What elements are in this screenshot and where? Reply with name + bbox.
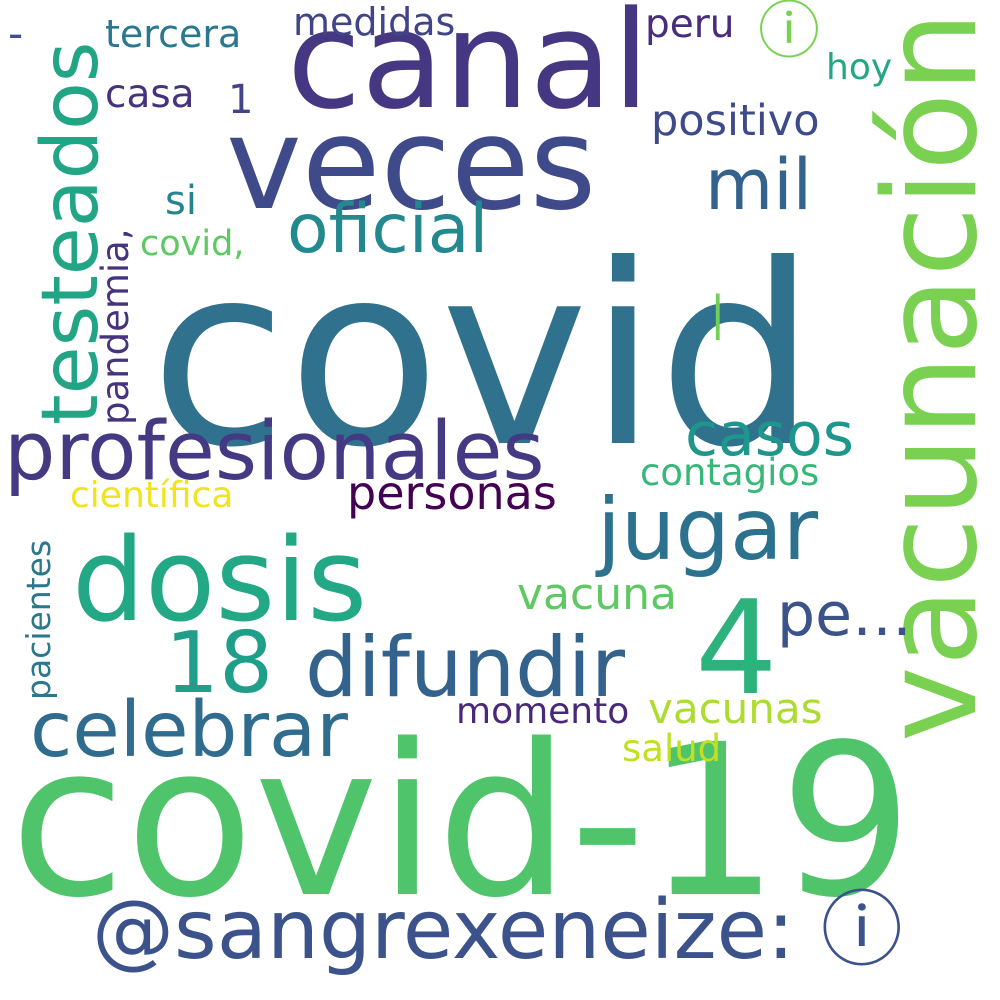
word-mil: mil bbox=[705, 144, 813, 226]
word-pacientes: pacientes bbox=[19, 539, 58, 700]
word-dash: - bbox=[8, 9, 24, 58]
word-18: 18 bbox=[165, 614, 274, 713]
word-peru: peru bbox=[645, 2, 735, 47]
word-dosis: dosis bbox=[72, 514, 368, 648]
word-contagios: contagios bbox=[640, 451, 820, 494]
word-difundir: difundir bbox=[305, 619, 626, 716]
word-cientifica: científica bbox=[70, 475, 234, 516]
word-vacunas: vacunas bbox=[648, 684, 823, 733]
word-profesionales: profesionales bbox=[4, 405, 545, 499]
word-tercera: tercera bbox=[105, 12, 242, 56]
word-sangrexeneize: @sangrexeneize: ⓘ bbox=[92, 883, 903, 978]
word-pe-ellipsis: pe… bbox=[777, 580, 912, 650]
word-covid-comma: covid, bbox=[140, 224, 245, 264]
word-positivo: positivo bbox=[651, 96, 820, 146]
word-pandemia: pandemia, bbox=[94, 228, 137, 425]
word-vacuna: vacuna bbox=[517, 569, 677, 620]
word-casos: casos bbox=[685, 400, 854, 470]
word-hoy: hoy bbox=[826, 47, 893, 88]
word-1: 1 bbox=[228, 77, 254, 123]
word-4: 4 bbox=[695, 572, 778, 724]
word-jugar: jugar bbox=[597, 480, 819, 580]
word-personas: personas bbox=[347, 466, 557, 520]
word-boxed-glyph: ⓘ bbox=[758, 0, 821, 67]
word-covid: covid bbox=[150, 211, 817, 502]
word-celebrar: celebrar bbox=[30, 686, 348, 775]
word-pipe: | bbox=[710, 286, 726, 340]
word-medidas: medidas bbox=[293, 0, 456, 44]
word-oficial: oficial bbox=[287, 190, 489, 269]
word-momento: momento bbox=[456, 691, 630, 732]
word-salud: salud bbox=[622, 727, 722, 770]
word-si: si bbox=[165, 178, 197, 224]
word-canal: canal bbox=[287, 0, 650, 139]
word-casa: casa bbox=[105, 72, 195, 117]
word-covid-19: covid-19 bbox=[10, 699, 913, 944]
word-veces: veces bbox=[226, 90, 597, 239]
